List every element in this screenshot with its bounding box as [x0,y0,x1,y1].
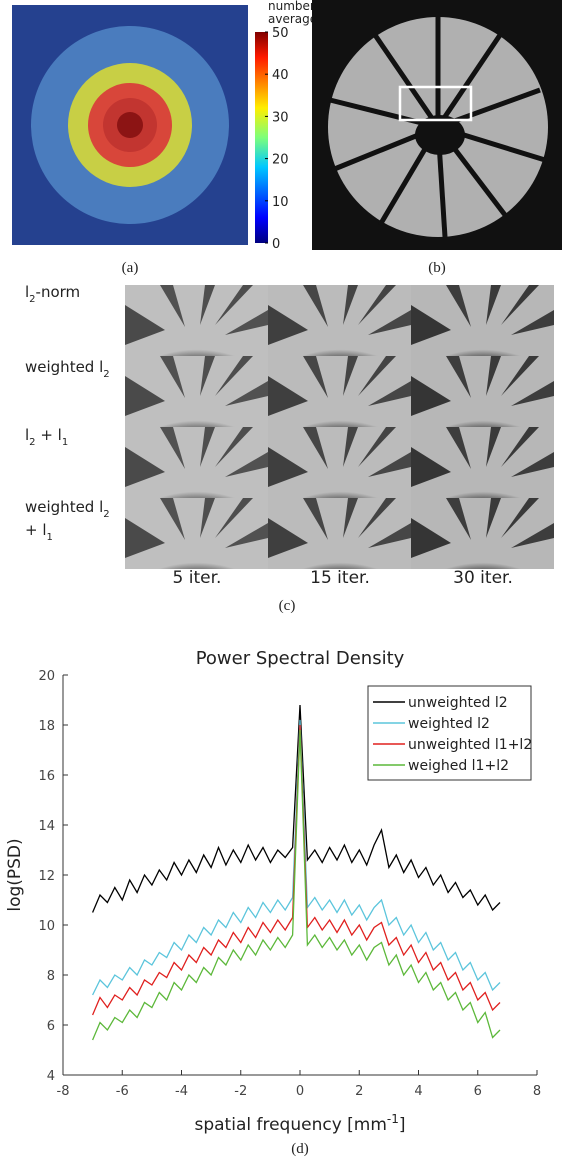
legend-label: weighed l1+l2 [408,758,509,774]
caption: (c) [279,598,296,614]
row-label-text: + l [36,426,62,444]
row-label: weighted l2 [25,498,110,520]
subscript: 2 [29,437,35,448]
colorbar-tick-label: 30 [272,110,289,125]
colorbar-label: averages [268,12,323,26]
colorbar-tick-label: 0 [272,237,280,252]
x-tick-label: -4 [175,1084,188,1099]
row-label-text: l [25,426,29,444]
y-tick-label: 6 [47,1019,55,1034]
row-label: weighted l2 [25,358,110,380]
series-line [92,704,501,913]
row-label-text: -norm [36,283,81,301]
row-label-text: + l [25,521,47,539]
colorbar-tick-label: 50 [272,26,289,41]
subscript: 2 [29,294,35,305]
x-axis-label-text: ] [399,1115,406,1135]
x-axis-label: spatial frequency [mm-1] [194,1112,405,1135]
y-axis-label: log(PSD) [5,838,25,911]
subscript: 2 [103,509,109,520]
y-tick-label: 10 [38,919,55,934]
subscript: 2 [103,369,109,380]
column-label: 5 iter. [173,568,222,588]
y-tick-label: 4 [47,1069,55,1084]
x-tick-label: 2 [355,1084,363,1099]
row-label-text: l [25,283,29,301]
legend-label: weighted l2 [408,716,490,732]
legend-label: unweighted l2 [408,695,508,711]
x-tick-label: 0 [296,1084,304,1099]
colorbar-tick-label: 40 [272,68,289,83]
x-tick-label: -8 [57,1084,70,1099]
y-tick-label: 8 [47,969,55,984]
subscript: 1 [62,437,68,448]
y-tick-label: 20 [38,669,55,684]
row-label: l2 + l1 [25,426,68,448]
y-tick-label: 16 [38,769,55,784]
column-label: 15 iter. [310,568,370,588]
y-tick-label: 18 [38,719,55,734]
row-label: l2-norm [25,283,80,305]
series-line [92,729,501,1041]
caption: (a) [122,260,139,276]
caption: (d) [291,1141,309,1157]
row-label: + l1 [25,521,53,543]
column-label: 30 iter. [453,568,513,588]
colorbar-tick-label: 20 [272,153,289,168]
y-tick-label: 12 [38,869,55,884]
colorbar-tick-label: 10 [272,195,289,210]
y-tick-label: 14 [38,819,55,834]
row-label-text: weighted l [25,498,103,516]
legend-label: unweighted l1+l2 [408,737,532,753]
panel-a-image [12,5,248,245]
x-tick-label: 6 [474,1084,482,1099]
subscript: 1 [47,532,53,543]
x-axis-label-text: spatial frequency [mm [194,1115,386,1135]
colorbar [255,32,268,243]
chart-title: Power Spectral Density [196,648,405,669]
x-tick-label: -6 [116,1084,129,1099]
row-label-text: weighted l [25,358,103,376]
caption: (b) [428,260,446,276]
x-tick-label: -2 [234,1084,247,1099]
x-tick-label: 4 [414,1084,422,1099]
superscript: -1 [387,1112,399,1126]
panel-c-image [125,285,554,569]
x-tick-label: 8 [533,1084,541,1099]
panel-b-image [312,0,562,250]
